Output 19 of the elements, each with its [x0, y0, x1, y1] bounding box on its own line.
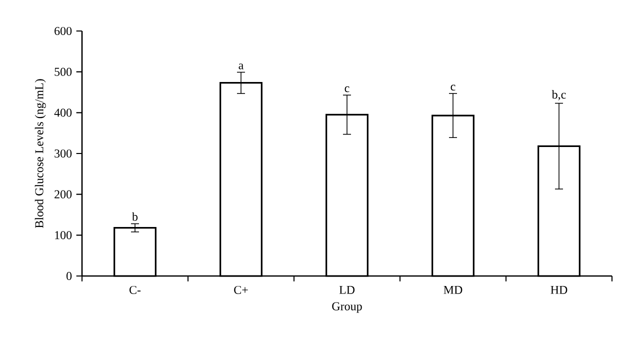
- y-tick-label: 0: [66, 272, 72, 280]
- annotation: a: [238, 64, 244, 70]
- y-tick-label: 200: [54, 190, 72, 198]
- y-tick-label: 100: [55, 231, 72, 240]
- y-tick-label: 400: [54, 108, 72, 117]
- annotation: c: [450, 84, 456, 91]
- annotation: b,c: [552, 90, 566, 100]
- x-tick-label: C-: [130, 286, 141, 294]
- y-tick-label: 500: [54, 68, 72, 76]
- x-tick-label: C+: [234, 286, 248, 294]
- x-axis-title: Group: [332, 302, 362, 313]
- y-tick-label: 600: [54, 26, 72, 36]
- annotation: b: [132, 212, 138, 221]
- y-tick-label: 300: [54, 149, 72, 158]
- annotation: c: [344, 86, 350, 92]
- x-tick-label: MD: [444, 286, 462, 294]
- y-axis-title: Blood Glucose Levels (ng/mL): [34, 79, 46, 228]
- x-tick-label: LD: [339, 286, 355, 294]
- x-tick-label: HD: [550, 286, 568, 294]
